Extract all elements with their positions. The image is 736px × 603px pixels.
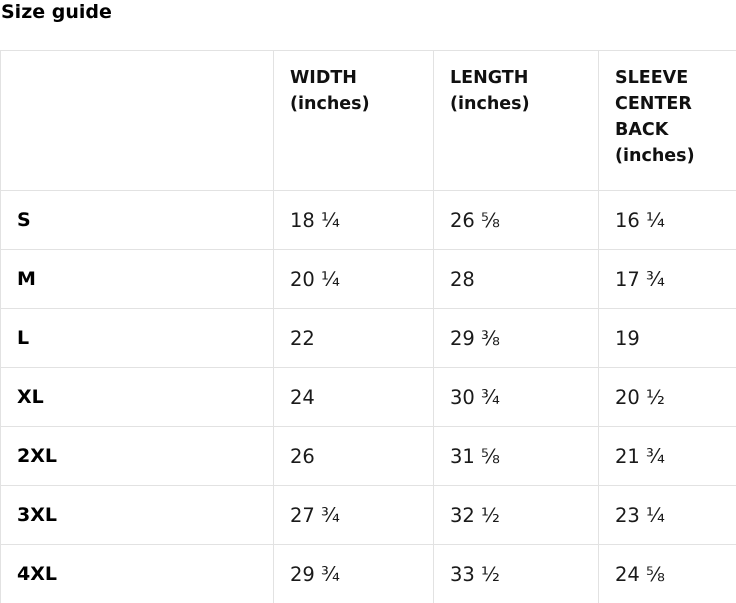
- length-value: 28: [433, 249, 599, 309]
- sleeve-value: 21 ¾: [598, 426, 736, 486]
- length-value: 30 ¾: [433, 367, 599, 427]
- sleeve-value: 19: [598, 308, 736, 368]
- width-value: 22: [273, 308, 434, 368]
- sleeve-value: 17 ¾: [598, 249, 736, 309]
- header-cell-length: LENGTH (inches): [433, 50, 599, 191]
- size-label: S: [0, 190, 274, 250]
- size-label: 4XL: [0, 544, 274, 603]
- sleeve-value: 20 ½: [598, 367, 736, 427]
- width-value: 18 ¼: [273, 190, 434, 250]
- header-row: WIDTH (inches) LENGTH (inches) SLEEVE CE…: [0, 50, 736, 191]
- header-cell-sleeve-center-back: SLEEVE CENTER BACK (inches): [598, 50, 736, 191]
- size-label: L: [0, 308, 274, 368]
- length-value: 31 ⅝: [433, 426, 599, 486]
- header-cell-empty: [0, 50, 274, 191]
- size-guide-table-body: S 18 ¼ 26 ⅝ 16 ¼ M 20 ¼ 28 17 ¾ L 22 29 …: [0, 190, 736, 603]
- width-value: 27 ¾: [273, 485, 434, 545]
- size-label: XL: [0, 367, 274, 427]
- size-guide-table-header: WIDTH (inches) LENGTH (inches) SLEEVE CE…: [0, 50, 736, 191]
- sleeve-value: 24 ⅝: [598, 544, 736, 603]
- size-label: 2XL: [0, 426, 274, 486]
- sleeve-value: 16 ¼: [598, 190, 736, 250]
- length-value: 33 ½: [433, 544, 599, 603]
- sleeve-value: 23 ¼: [598, 485, 736, 545]
- width-value: 24: [273, 367, 434, 427]
- table-row-xl: XL 24 30 ¾ 20 ½: [0, 367, 736, 427]
- width-value: 20 ¼: [273, 249, 434, 309]
- size-label: 3XL: [0, 485, 274, 545]
- table-row-l: L 22 29 ⅜ 19: [0, 308, 736, 368]
- size-guide-table: WIDTH (inches) LENGTH (inches) SLEEVE CE…: [0, 50, 736, 603]
- length-value: 32 ½: [433, 485, 599, 545]
- table-row-3xl: 3XL 27 ¾ 32 ½ 23 ¼: [0, 485, 736, 545]
- size-guide-heading: Size guide: [1, 1, 112, 23]
- width-value: 29 ¾: [273, 544, 434, 603]
- table-row-4xl: 4XL 29 ¾ 33 ½ 24 ⅝: [0, 544, 736, 603]
- table-row-m: M 20 ¼ 28 17 ¾: [0, 249, 736, 309]
- size-label: M: [0, 249, 274, 309]
- length-value: 29 ⅜: [433, 308, 599, 368]
- width-value: 26: [273, 426, 434, 486]
- table-row-s: S 18 ¼ 26 ⅝ 16 ¼: [0, 190, 736, 250]
- table-row-2xl: 2XL 26 31 ⅝ 21 ¾: [0, 426, 736, 486]
- length-value: 26 ⅝: [433, 190, 599, 250]
- header-cell-width: WIDTH (inches): [273, 50, 434, 191]
